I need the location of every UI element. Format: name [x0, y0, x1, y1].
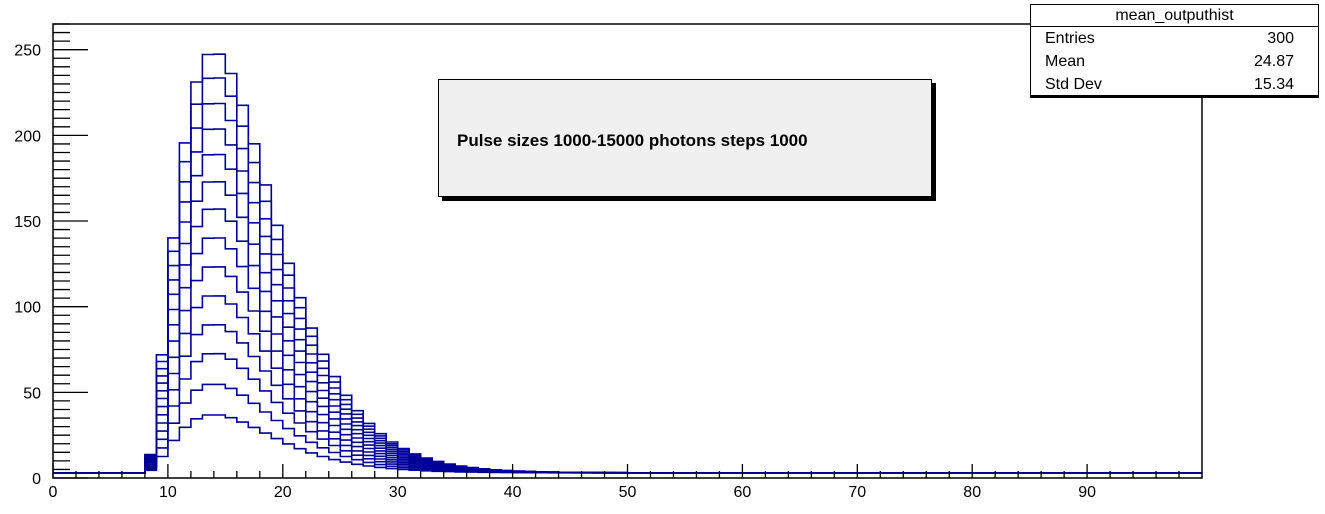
stats-title: mean_outputhist [1031, 5, 1318, 27]
stats-key: Mean [1045, 53, 1086, 70]
x-tick-label: 90 [1078, 484, 1096, 501]
pulse-series-2 [53, 383, 1202, 474]
stats-row-stddev: Std Dev 15.34 [1031, 73, 1318, 95]
stats-key: Entries [1045, 30, 1095, 47]
x-tick-label: 0 [49, 484, 58, 501]
stats-value: 24.87 [1253, 53, 1294, 70]
x-tick-label: 10 [159, 484, 177, 501]
stats-row-entries: Entries 300 [1031, 27, 1318, 50]
pulse-series-14 [53, 53, 1202, 474]
legend-box: Pulse sizes 1000-15000 photons steps 100… [438, 79, 932, 197]
x-tick-label: 60 [734, 484, 752, 501]
x-tick-label: 80 [963, 484, 981, 501]
y-tick-label: 250 [14, 43, 41, 60]
x-tick-label: 20 [274, 484, 292, 501]
stats-key: Std Dev [1045, 76, 1102, 93]
stats-value: 300 [1267, 30, 1294, 47]
y-tick-label: 50 [23, 385, 41, 402]
stats-value: 15.34 [1253, 76, 1294, 93]
y-axis: 0 50 100 150 200 250 [14, 23, 88, 488]
x-tick-label: 70 [848, 484, 866, 501]
x-axis: 0 10 20 30 40 50 60 70 80 90 [49, 464, 1180, 501]
legend-text: Pulse sizes 1000-15000 photons steps 100… [457, 131, 808, 150]
y-tick-label: 200 [14, 128, 41, 145]
pulse-series-3 [53, 352, 1202, 474]
pulse-series-10 [53, 153, 1202, 474]
y-tick-label: 100 [14, 300, 41, 317]
x-tick-label: 40 [504, 484, 522, 501]
y-tick-label: 150 [14, 214, 41, 231]
x-tick-label: 50 [619, 484, 637, 501]
y-tick-label: 0 [32, 471, 41, 488]
histogram-curves [53, 53, 1202, 474]
x-tick-label: 30 [389, 484, 407, 501]
pulse-series-4 [53, 324, 1202, 474]
stats-box: mean_outputhist Entries 300 Mean 24.87 S… [1030, 4, 1319, 96]
stats-row-mean: Mean 24.87 [1031, 50, 1318, 73]
